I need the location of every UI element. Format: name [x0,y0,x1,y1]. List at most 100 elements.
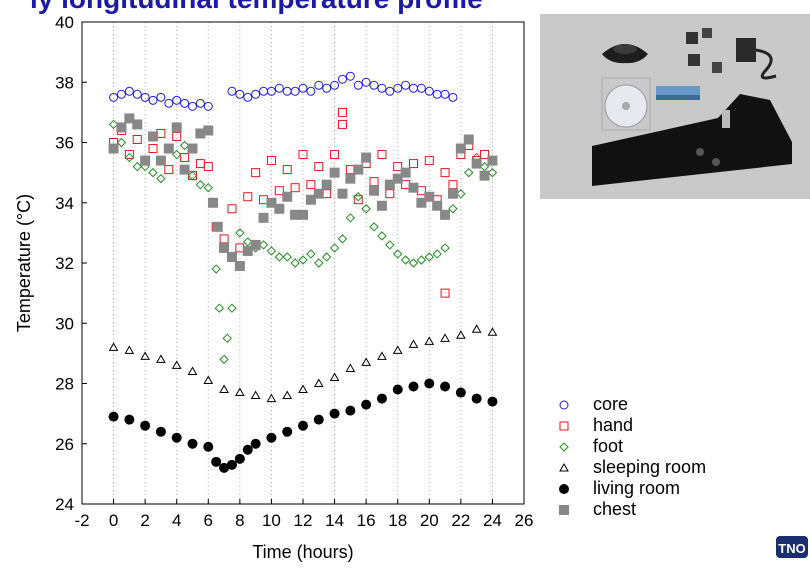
core-point [424,86,434,96]
hand-point [124,150,134,160]
foot-point [195,179,206,190]
foot-point [243,237,253,247]
sleeping-room-point [455,330,466,339]
hand-point [480,150,490,160]
core-point [188,101,197,111]
living-room-point [108,411,119,422]
logo-text: TNO [778,541,805,556]
legend-marker-foot [559,442,569,452]
sleeping-room-point [487,327,498,336]
chest-point [282,191,293,202]
sleeping-room-point [156,354,166,363]
hand-point [337,107,347,117]
chest-point [234,261,245,272]
chest-point [140,155,151,166]
living-room-point [408,381,419,392]
hand-point [353,195,363,205]
living-room-point [455,387,466,398]
sleeping-room-point [108,342,119,351]
legend: core hand foot sleeping room living room ches… [556,394,756,520]
hand-point [306,180,316,190]
device-photo-drawing [592,28,792,186]
y-tick-label: 32 [55,254,74,273]
chest-point [258,212,269,223]
living-room-point [187,438,198,449]
legend-item-sleeping-room: sleeping room [556,457,756,478]
chest-point [171,122,182,133]
chest-point [290,209,301,220]
x-tick-label: 4 [172,511,181,530]
legend-marker-chest [559,505,569,515]
core-point [416,83,426,93]
chest-point [361,152,372,163]
foot-point [353,192,363,202]
sleeping-room-point [298,384,308,394]
hand-point [424,156,434,166]
core-point [180,98,190,108]
device-photo [540,14,810,199]
core-point [361,77,371,87]
hand-point [132,134,142,144]
living-room-point [226,459,237,470]
chest-point [148,131,159,142]
temperature-chart: -2 0 2 4 6 8 10 12 14 16 18 20 22 24 26242628303234363… [14,13,533,562]
core-point [401,80,411,90]
sleeping-room-point [408,339,419,348]
chest-point [298,209,308,220]
chest-point [203,125,214,136]
foot-point [456,189,466,199]
y-tick-label: 30 [55,314,74,333]
foot-point [377,231,387,241]
living-room-point [471,393,482,404]
chest-point [116,122,127,133]
x-tick-label: 0 [109,511,118,530]
x-tick-label: 2 [140,511,149,530]
chest-point [212,221,223,232]
chest-point [274,203,285,214]
core-point [156,92,166,102]
chest-point [208,197,219,208]
living-room-point [345,405,356,416]
foot-point [290,258,300,268]
legend-label-chest: chest [593,499,637,519]
chest-point [226,251,237,262]
living-room-point [266,432,277,443]
foot-point [108,119,119,130]
y-tick-label: 28 [55,375,74,394]
x-tick-label: 8 [235,511,244,530]
sleeping-room-point [377,351,387,360]
hand-point [219,234,229,244]
foot-point [385,240,395,250]
chest-point [487,155,498,166]
chest-point [179,164,190,175]
core-point [251,89,261,99]
living-room-point [155,426,166,437]
chest-point [124,113,135,124]
sleeping-room-point [329,372,340,381]
living-room-point [282,426,293,437]
foot-point [266,246,277,256]
x-tick-label: 10 [262,511,281,530]
hand-point [188,171,197,181]
hand-point [282,165,292,175]
core-point [290,86,300,96]
foot-point [416,255,427,265]
chest-point [376,200,387,211]
foot-point [274,252,285,262]
hand-point [337,119,347,129]
foot-point [345,213,356,223]
chest-point [416,197,427,208]
chest-point [408,182,419,193]
foot-point [222,333,232,344]
title-fragment: ly longitudinal temperature profile [0,0,520,14]
foot-point [400,255,411,265]
core-point [282,86,292,96]
core-point [235,89,245,99]
legend-label-hand: hand [593,415,634,435]
sleeping-room-point [282,390,293,400]
sleeping-room-point [345,363,356,372]
core-point [109,92,119,102]
chest-point [195,128,206,139]
x-tick-label: -2 [74,511,89,530]
chest-point [424,191,435,202]
